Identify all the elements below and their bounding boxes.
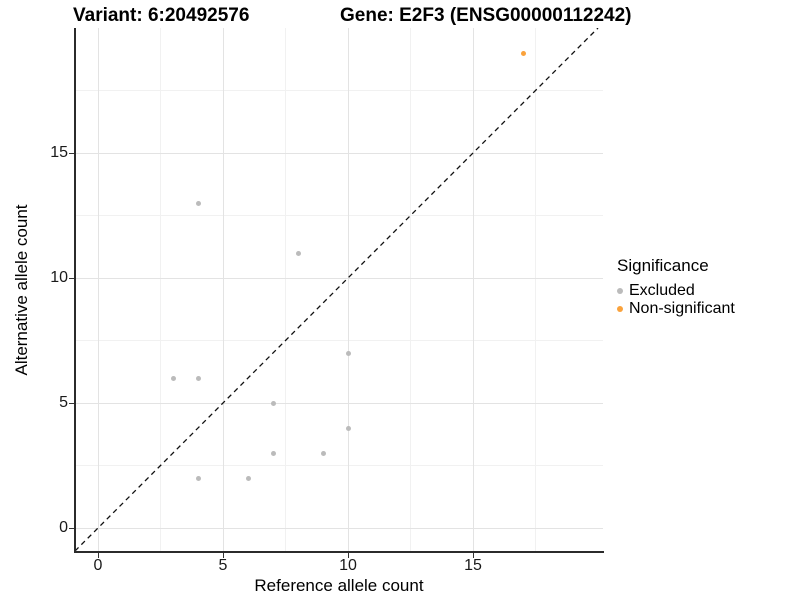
legend-title: Significance [617, 256, 709, 275]
y-axis-line [74, 28, 76, 553]
legend: Significance Excluded Non-significant [617, 256, 735, 318]
horizontal-gridline [75, 215, 603, 216]
horizontal-gridline [75, 527, 603, 529]
legend-entry-label: Non-significant [629, 300, 735, 317]
legend-dot-icon [617, 288, 623, 294]
data-point-excluded [195, 375, 201, 381]
x-tick-label: 15 [464, 557, 482, 574]
vertical-gridline [535, 28, 536, 551]
y-axis-title: Alternative allele count [12, 204, 31, 376]
y-tick-label: 15 [50, 144, 68, 161]
y-tick-label: 0 [59, 519, 68, 536]
legend-entry: Excluded [617, 282, 735, 300]
x-tick-label: 0 [93, 557, 103, 574]
variant-title: Variant: 6:20492576 [73, 5, 250, 26]
data-point-excluded [195, 200, 201, 206]
y-tick-label: 5 [59, 394, 68, 411]
vertical-gridline [285, 28, 286, 551]
vertical-gridline [97, 28, 99, 551]
gene-title: Gene: E2F3 (ENSG00000112242) [340, 5, 632, 26]
data-point-excluded [245, 475, 251, 481]
x-tick-mark [348, 553, 349, 558]
data-point-excluded [170, 375, 176, 381]
y-tick-label: 10 [50, 269, 68, 286]
horizontal-gridline [75, 402, 603, 404]
data-point-excluded [270, 400, 276, 406]
legend-dot-icon [617, 306, 623, 312]
data-point-non-significant [520, 50, 526, 56]
horizontal-gridline [75, 90, 603, 91]
data-point-excluded [320, 450, 326, 456]
data-point-excluded [345, 350, 351, 356]
vertical-gridline [222, 28, 224, 551]
horizontal-gridline [75, 465, 603, 466]
horizontal-gridline [75, 340, 603, 341]
x-tick-label: 5 [218, 557, 228, 574]
x-tick-label: 10 [339, 557, 357, 574]
horizontal-gridline [75, 277, 603, 279]
data-point-excluded [345, 425, 351, 431]
identity-reference-line [75, 28, 599, 551]
vertical-gridline [472, 28, 474, 551]
vertical-gridline [410, 28, 411, 551]
y-tick-mark [69, 278, 74, 279]
data-point-excluded [295, 250, 301, 256]
y-tick-mark [69, 403, 74, 404]
data-point-excluded [195, 475, 201, 481]
data-point-excluded [270, 450, 276, 456]
legend-entries: Excluded Non-significant [617, 282, 735, 318]
legend-entry: Non-significant [617, 300, 735, 318]
y-tick-mark [69, 528, 74, 529]
x-tick-mark [473, 553, 474, 558]
vertical-gridline [347, 28, 349, 551]
x-axis-title: Reference allele count [254, 576, 424, 595]
legend-entry-label: Excluded [629, 282, 695, 299]
x-tick-mark [98, 553, 99, 558]
x-tick-mark [223, 553, 224, 558]
vertical-gridline [160, 28, 161, 551]
y-tick-mark [69, 153, 74, 154]
horizontal-gridline [75, 152, 603, 154]
x-axis-line [74, 551, 604, 553]
plot-panel [75, 28, 603, 551]
